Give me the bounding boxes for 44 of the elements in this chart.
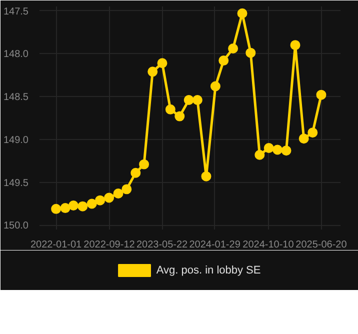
point xyxy=(316,90,326,100)
point xyxy=(68,200,78,210)
x-tick-label: 2022-01-01 xyxy=(30,240,82,250)
point xyxy=(298,134,309,144)
point xyxy=(86,198,97,209)
point xyxy=(246,48,256,58)
point xyxy=(218,56,229,66)
x-tick-label: 2023-05-22 xyxy=(136,240,188,250)
point xyxy=(201,171,212,182)
y-tick-label: 148.5 xyxy=(3,92,29,104)
point xyxy=(308,128,318,138)
point xyxy=(290,40,300,50)
legend-label: Avg. pos. in lobby SE xyxy=(156,264,261,276)
point xyxy=(210,81,220,92)
point xyxy=(192,94,202,105)
x-tick-label: 2024-10-10 xyxy=(242,240,294,250)
point xyxy=(281,146,292,156)
point xyxy=(130,168,141,178)
y-tick-label: 147.5 xyxy=(3,6,29,18)
point xyxy=(174,111,185,122)
y-tick-label: 148.0 xyxy=(3,49,29,60)
point xyxy=(139,159,150,170)
x-tick-label: 2025-06-20 xyxy=(296,240,348,250)
x-tick-label: 2024-01-29 xyxy=(189,240,241,250)
y-tick-label: 150.0 xyxy=(3,220,29,232)
point xyxy=(237,8,248,18)
point xyxy=(122,184,132,194)
point xyxy=(113,188,124,198)
point xyxy=(51,204,62,214)
point xyxy=(184,94,194,105)
point xyxy=(165,104,176,114)
x-tick-label: 2022-09-12 xyxy=(84,240,136,250)
point xyxy=(254,150,265,160)
point xyxy=(95,195,106,206)
point xyxy=(228,44,238,54)
y-tick-label: 149.5 xyxy=(3,178,29,189)
point xyxy=(264,143,274,154)
point xyxy=(104,192,114,203)
point xyxy=(78,201,88,212)
point xyxy=(148,66,158,77)
point xyxy=(60,203,70,214)
point xyxy=(272,144,282,155)
point xyxy=(157,58,168,68)
y-tick-label: 149.0 xyxy=(3,134,29,146)
